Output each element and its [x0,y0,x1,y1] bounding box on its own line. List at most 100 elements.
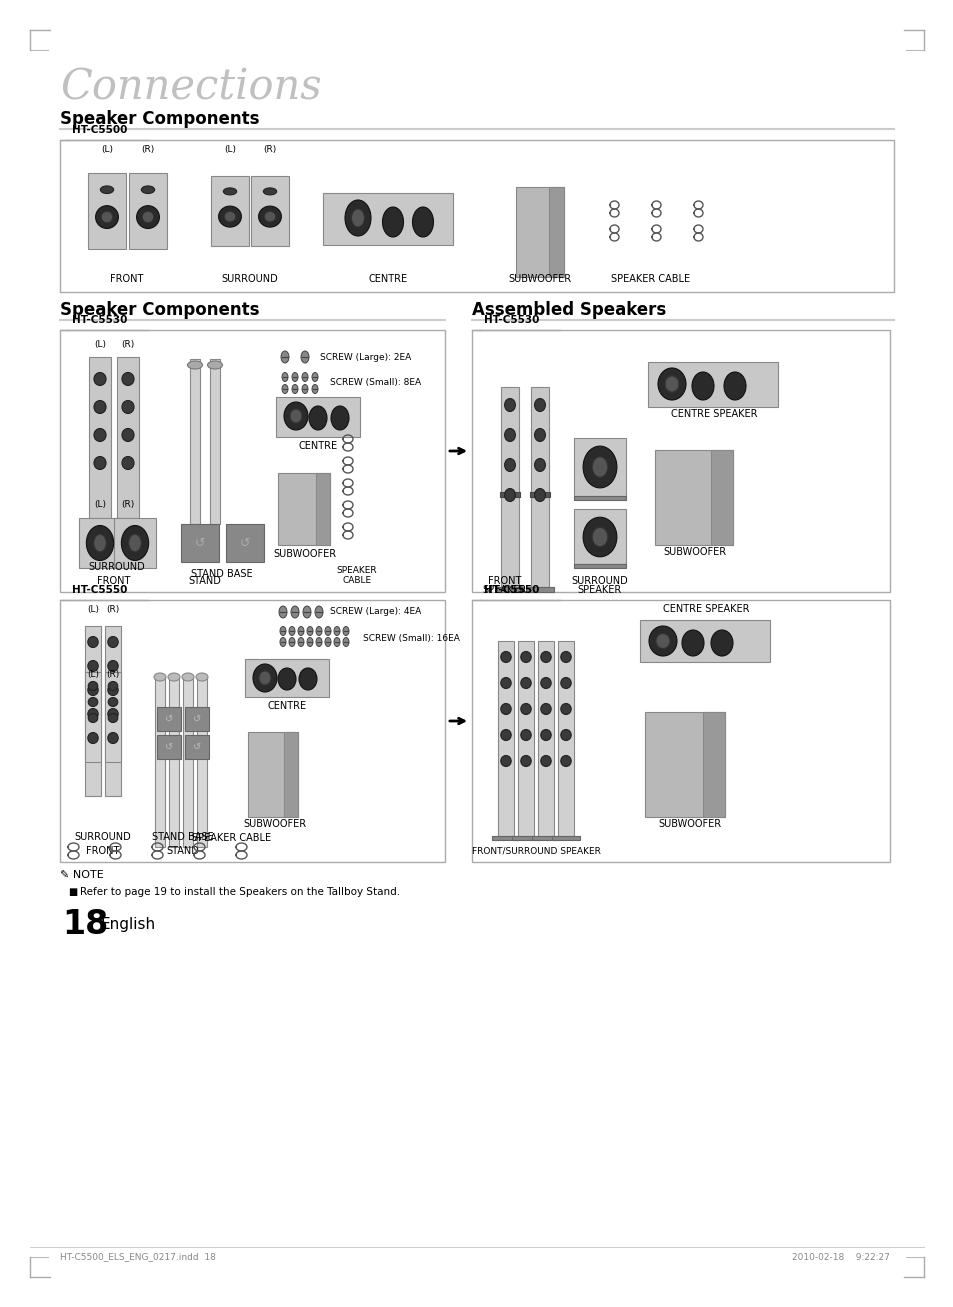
Text: HT-C5550: HT-C5550 [71,586,128,595]
Ellipse shape [153,673,166,681]
Bar [245,659,329,697]
Ellipse shape [681,630,703,656]
Ellipse shape [278,606,287,618]
Bar [472,600,889,863]
Ellipse shape [504,459,515,472]
Text: SCREW (Large): 4EA: SCREW (Large): 4EA [330,608,421,617]
Text: STAND BASE: STAND BASE [191,569,253,579]
Text: (R): (R) [121,501,134,508]
Ellipse shape [253,664,276,691]
Ellipse shape [108,685,118,695]
Bar [472,329,889,592]
Ellipse shape [218,207,241,227]
Ellipse shape [504,399,515,412]
Bar [115,527,141,533]
Ellipse shape [292,384,297,393]
Ellipse shape [560,703,571,715]
Ellipse shape [412,207,433,237]
Ellipse shape [282,384,288,393]
Ellipse shape [263,188,276,195]
Text: HT-C5550: HT-C5550 [483,586,538,595]
Ellipse shape [351,209,364,227]
Ellipse shape [108,681,117,690]
Text: CENTRE: CENTRE [368,274,407,284]
Ellipse shape [656,634,669,648]
Ellipse shape [343,626,349,635]
Ellipse shape [284,403,308,430]
Bar [211,176,249,246]
Text: (L): (L) [94,501,106,508]
Ellipse shape [560,729,571,741]
Text: (R): (R) [107,605,119,614]
Ellipse shape [100,186,113,193]
Bar [190,359,200,524]
Text: ↺: ↺ [165,714,172,724]
Text: ✎ NOTE: ✎ NOTE [60,870,104,880]
Text: HT-C5500_ELS_ENG_0217.indd  18: HT-C5500_ELS_ENG_0217.indd 18 [60,1252,215,1261]
Ellipse shape [500,651,511,663]
Bar [525,587,554,592]
Text: SURROUND: SURROUND [571,576,628,586]
Ellipse shape [345,200,371,237]
Ellipse shape [290,409,302,423]
Text: Speaker Components: Speaker Components [60,110,259,128]
Bar [574,565,625,569]
Text: FRONT: FRONT [86,846,119,856]
Ellipse shape [88,685,98,695]
Bar [537,640,554,836]
Ellipse shape [382,207,403,237]
Ellipse shape [560,755,571,766]
Bar [323,193,453,244]
Ellipse shape [122,456,134,469]
Bar [499,491,519,497]
Bar [574,508,625,565]
Ellipse shape [500,703,511,715]
Ellipse shape [504,489,515,502]
Ellipse shape [108,698,117,707]
Ellipse shape [500,755,511,766]
Ellipse shape [289,626,294,635]
Text: CENTRE: CENTRE [298,440,337,451]
Ellipse shape [121,525,149,561]
Ellipse shape [277,668,295,690]
Text: SCREW (Small): 16EA: SCREW (Small): 16EA [363,634,459,643]
Ellipse shape [534,489,545,502]
Text: FRONT: FRONT [97,576,131,586]
Bar [89,357,111,527]
Text: Connections: Connections [60,65,321,108]
Text: SUBWOOFER: SUBWOOFER [274,549,336,559]
Bar [492,836,519,840]
Ellipse shape [88,660,98,672]
Ellipse shape [592,528,607,546]
Bar [639,620,769,663]
Ellipse shape [108,714,117,723]
Ellipse shape [141,186,154,193]
Ellipse shape [224,212,235,222]
Text: STAND: STAND [167,846,199,856]
Ellipse shape [500,729,511,741]
Text: SUBWOOFER: SUBWOOFER [243,819,306,829]
Bar [512,836,539,840]
Bar [251,176,289,246]
Text: (L): (L) [224,145,235,154]
Text: (L): (L) [94,340,106,349]
Ellipse shape [302,372,308,382]
Bar [105,672,121,762]
Ellipse shape [101,212,112,222]
Ellipse shape [108,660,118,672]
Text: (L): (L) [87,605,99,614]
Ellipse shape [331,406,349,430]
Ellipse shape [298,668,316,690]
Bar [105,626,121,796]
Bar [113,518,156,569]
Text: SPEAKER: SPEAKER [482,586,527,595]
Bar [532,836,559,840]
Ellipse shape [582,518,617,557]
Ellipse shape [534,399,545,412]
Bar [154,677,165,847]
Text: CABLE: CABLE [342,576,371,586]
Bar [315,473,330,545]
Ellipse shape [208,361,222,369]
Ellipse shape [122,400,134,413]
Ellipse shape [334,638,339,647]
